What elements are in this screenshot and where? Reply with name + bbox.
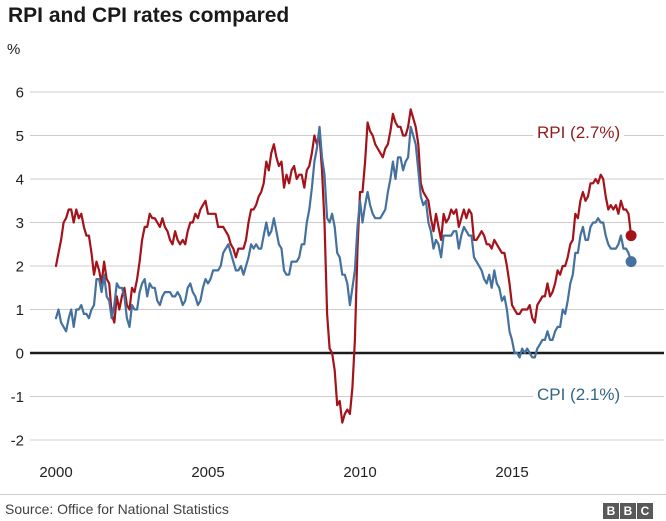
bbc-logo-block: B xyxy=(620,503,636,519)
x-tick-label: 2005 xyxy=(191,464,224,481)
x-tick-label: 2000 xyxy=(39,464,72,481)
x-tick-label: 2010 xyxy=(343,464,376,481)
x-tick-label: 2015 xyxy=(495,464,528,481)
source-text: Source: Office for National Statistics xyxy=(5,501,229,517)
y-tick-label: 0 xyxy=(16,346,24,363)
y-tick-label: 1 xyxy=(16,302,24,319)
y-tick-label: -1 xyxy=(11,389,24,406)
y-tick-label: 2 xyxy=(16,259,24,276)
footer-divider xyxy=(0,494,666,495)
rpi-line xyxy=(54,108,633,424)
y-axis-unit-label: % xyxy=(7,41,21,58)
cpi-end-dot xyxy=(625,256,637,268)
y-tick-label: -2 xyxy=(11,433,24,450)
bbc-logo: B B C xyxy=(603,503,653,519)
bbc-logo-block: B xyxy=(603,503,619,519)
y-tick-label: 6 xyxy=(16,85,24,102)
y-tick-label: 5 xyxy=(16,128,24,145)
rpi-end-dot xyxy=(625,230,637,242)
cpi-series-label: CPI (2.1%) xyxy=(533,384,625,406)
cpi-line xyxy=(54,125,633,359)
bbc-logo-block: C xyxy=(637,503,653,519)
rpi-series-label: RPI (2.7%) xyxy=(533,122,625,144)
chart-title: RPI and CPI rates compared xyxy=(8,4,290,27)
y-tick-label: 3 xyxy=(16,215,24,232)
y-tick-label: 4 xyxy=(16,172,24,189)
